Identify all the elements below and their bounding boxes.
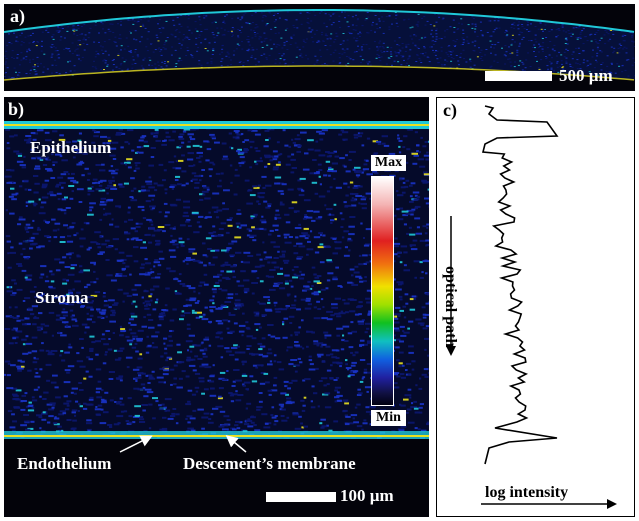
colorbar-min-label: Min: [371, 410, 406, 426]
epithelium-label: Epithelium: [30, 138, 112, 157]
scale-bar-500: [485, 71, 552, 81]
panel-c-label: c): [443, 100, 457, 120]
scale-label-100: 100 µm: [340, 486, 394, 505]
log-intensity-label: log intensity: [485, 484, 569, 501]
panel-c-depth-profile: c) optical path log intensity: [436, 97, 635, 517]
panel-a-oct-image: a) 500 µm: [4, 4, 635, 91]
scale-label-500: 500 µm: [559, 66, 613, 85]
scale-bar-100: [266, 492, 336, 502]
colorbar: [371, 176, 394, 406]
cornea-zoom-image: [4, 121, 429, 439]
stroma-label: Stroma: [35, 288, 89, 307]
colorbar-max-label: Max: [371, 155, 406, 171]
panel-b-label: b): [8, 99, 25, 119]
panel-a-label: a): [10, 6, 25, 26]
optical-path-label: optical path: [442, 266, 459, 348]
descemet-label: Descement’s membrane: [183, 454, 356, 473]
endothelium-label: Endothelium: [17, 454, 112, 473]
panel-b-oct-image: b) Epithelium Stroma Endothelium Desceme…: [4, 97, 429, 517]
cornea-wide-image: [4, 9, 635, 81]
intensity-profile-plot: [446, 105, 617, 509]
